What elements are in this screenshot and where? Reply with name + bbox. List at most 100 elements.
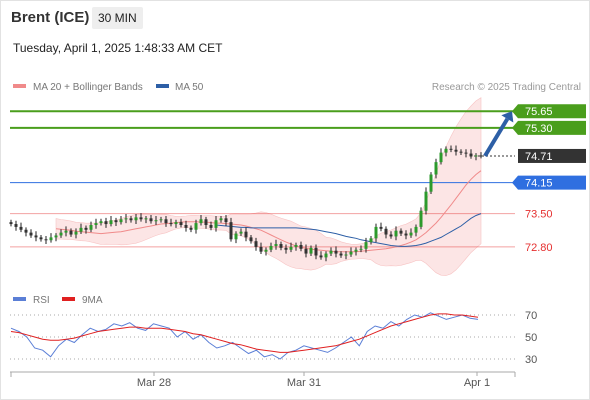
candle-body xyxy=(119,219,123,223)
candle-body xyxy=(184,225,188,228)
candle-body xyxy=(89,225,93,230)
candle-body xyxy=(94,223,98,225)
candle-body xyxy=(214,220,218,228)
candle-body xyxy=(384,228,388,235)
ma20-line xyxy=(55,170,482,253)
ma50-legend-label: MA 50 xyxy=(175,82,204,93)
candle-body xyxy=(149,218,153,222)
candle xyxy=(344,251,348,260)
candle xyxy=(379,222,383,232)
x-tick-label: Mar 28 xyxy=(137,377,171,389)
candle xyxy=(424,187,428,215)
candle xyxy=(104,217,108,228)
candle-body xyxy=(224,218,228,223)
candle xyxy=(19,222,23,233)
instrument-title: Brent (ICE) xyxy=(11,9,90,26)
candle-body xyxy=(414,226,418,233)
candle-body xyxy=(364,242,368,249)
candle xyxy=(434,158,438,179)
candle-body xyxy=(104,221,108,225)
forecast-arrow-head xyxy=(501,111,514,123)
timeframe-badge[interactable]: 30 MIN xyxy=(92,7,143,29)
candle xyxy=(119,215,123,225)
candle xyxy=(349,247,353,257)
candle xyxy=(359,245,363,253)
candle-body xyxy=(69,230,73,235)
candle xyxy=(234,231,238,244)
candle xyxy=(99,218,103,226)
candle xyxy=(304,244,308,258)
candle-body xyxy=(314,247,318,256)
candle xyxy=(9,219,13,227)
candle xyxy=(454,145,458,156)
candle xyxy=(389,231,393,239)
candle xyxy=(74,228,78,239)
candle-body xyxy=(189,227,193,230)
candle-body xyxy=(169,223,173,225)
candle xyxy=(384,226,388,239)
candle xyxy=(469,149,473,159)
level-75-30-label: 75.30 xyxy=(525,123,553,135)
candle xyxy=(219,215,223,223)
candle xyxy=(439,148,443,165)
candle xyxy=(289,242,293,253)
candle xyxy=(159,216,163,223)
x-tick-label: Apr 1 xyxy=(464,377,490,389)
candle xyxy=(84,225,88,234)
candle xyxy=(14,220,18,231)
candle-body xyxy=(439,152,443,163)
candle-body xyxy=(114,220,118,223)
level-74-71-label: 74.71 xyxy=(525,151,553,163)
candle xyxy=(474,153,478,161)
candle-body xyxy=(14,224,18,227)
candle xyxy=(394,226,398,241)
candle xyxy=(374,223,378,243)
candle-body xyxy=(254,241,258,247)
candle xyxy=(249,235,253,244)
candle-body xyxy=(369,238,373,243)
candle-body xyxy=(349,251,353,255)
candle xyxy=(404,230,408,240)
candle-body xyxy=(449,148,453,150)
candle xyxy=(134,214,138,225)
candle xyxy=(49,233,53,243)
candle xyxy=(414,224,418,237)
candle-body xyxy=(59,232,63,236)
candle-body xyxy=(229,222,233,240)
candle-body xyxy=(54,235,58,238)
candle xyxy=(239,228,243,236)
candle-body xyxy=(344,254,348,256)
candle xyxy=(409,228,413,238)
candle-body xyxy=(359,248,363,250)
candle-body xyxy=(109,220,113,225)
candle-body xyxy=(159,219,163,221)
candle-body xyxy=(129,218,133,221)
candle-body xyxy=(134,217,138,221)
candle xyxy=(464,149,468,158)
candle xyxy=(164,215,168,227)
candle-body xyxy=(294,245,298,247)
candle xyxy=(89,221,93,233)
candle-body xyxy=(219,218,223,221)
candle-body xyxy=(249,237,253,242)
candle xyxy=(64,226,68,237)
candle xyxy=(449,145,453,153)
candle-body xyxy=(39,237,43,240)
candle-body xyxy=(444,148,448,153)
candle xyxy=(174,219,178,228)
candle xyxy=(129,215,133,223)
candle xyxy=(154,215,158,225)
candle-body xyxy=(139,217,143,220)
rsi-legend-swatch xyxy=(13,297,26,301)
candle xyxy=(274,239,278,250)
candle-body xyxy=(279,244,283,248)
candle-body xyxy=(174,222,178,225)
candle xyxy=(144,215,148,224)
candle xyxy=(39,235,43,242)
credit-text: Research © 2025 Trading Central xyxy=(432,82,581,93)
candle xyxy=(244,227,248,242)
candle xyxy=(59,229,63,238)
candle xyxy=(214,215,218,232)
candle xyxy=(459,149,463,155)
candle-body xyxy=(334,250,338,254)
